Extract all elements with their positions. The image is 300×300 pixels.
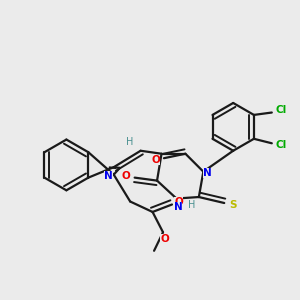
Text: N: N bbox=[174, 202, 182, 212]
Text: H: H bbox=[188, 200, 196, 210]
Text: N: N bbox=[104, 171, 113, 181]
Text: O: O bbox=[122, 171, 131, 181]
Text: O: O bbox=[174, 196, 183, 206]
Text: N: N bbox=[202, 168, 211, 178]
Text: Cl: Cl bbox=[276, 105, 287, 115]
Text: Cl: Cl bbox=[276, 140, 287, 150]
Text: S: S bbox=[229, 200, 236, 210]
Text: H: H bbox=[127, 137, 134, 147]
Text: O: O bbox=[160, 234, 169, 244]
Text: O: O bbox=[151, 155, 160, 165]
